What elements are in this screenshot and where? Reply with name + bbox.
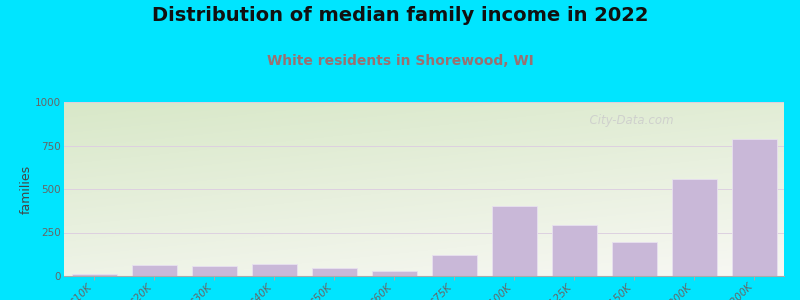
Bar (371, 271, 417, 276)
Bar (671, 178, 717, 276)
Bar (191, 266, 237, 276)
Text: Distribution of median family income in 2022: Distribution of median family income in … (152, 6, 648, 25)
Bar (431, 255, 477, 276)
Bar (71, 274, 117, 276)
Text: City-Data.com: City-Data.com (582, 114, 674, 127)
Bar (731, 140, 777, 276)
Bar (251, 264, 297, 276)
Y-axis label: families: families (19, 164, 32, 214)
Bar (311, 268, 357, 276)
Bar (611, 242, 657, 276)
Bar (131, 265, 177, 276)
Bar (551, 225, 597, 276)
Text: White residents in Shorewood, WI: White residents in Shorewood, WI (266, 54, 534, 68)
Bar (491, 206, 537, 276)
